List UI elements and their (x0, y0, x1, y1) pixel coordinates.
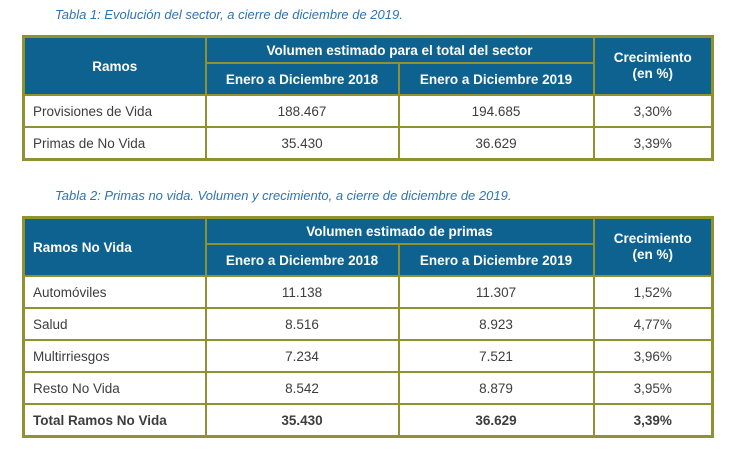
value-2018-cell: 35.430 (204, 126, 400, 161)
row-label-cell: Multirriesgos (22, 339, 207, 373)
growth-cell: 3,95% (592, 371, 714, 405)
growth-cell: 3,96% (592, 339, 714, 373)
growth-cell: 3,30% (592, 94, 714, 128)
value-2019-cell: 8.879 (397, 371, 595, 405)
table1-sector-evolution: Ramos Volumen estimado para el total del… (22, 35, 715, 161)
table1-volume-group-header: Volumen estimado para el total del secto… (204, 35, 595, 64)
table1-growth-header-line2: (en %) (632, 66, 674, 81)
value-2019-cell: 11.307 (397, 275, 595, 309)
table2-caption: Tabla 2: Primas no vida. Volumen y creci… (55, 188, 512, 203)
growth-cell: 3,39% (592, 126, 714, 161)
row-label-cell: Salud (22, 307, 207, 341)
row-label-cell: Resto No Vida (22, 371, 207, 405)
table1-growth-header-line1: Crecimiento (613, 50, 692, 65)
table-row: Salud 8.516 8.923 4,77% (22, 307, 714, 341)
table2-col-2019-header: Enero a Diciembre 2019 (397, 243, 595, 277)
table-row: Multirriesgos 7.234 7.521 3,96% (22, 339, 714, 373)
table2-growth-header-line2: (en %) (632, 247, 674, 262)
row-label-cell: Primas de No Vida (22, 126, 207, 161)
table1-header-row-1: Ramos Volumen estimado para el total del… (22, 35, 714, 96)
table2-header-row-1: Ramos No Vida Volumen estimado de primas… (22, 216, 714, 277)
table2-col-2018-header: Enero a Diciembre 2018 (204, 243, 400, 277)
table-row: Automóviles 11.138 11.307 1,52% (22, 275, 714, 309)
table-row: Primas de No Vida 35.430 36.629 3,39% (22, 126, 714, 161)
table-row: Provisiones de Vida 188.467 194.685 3,30… (22, 94, 714, 128)
value-2018-cell: 8.542 (204, 371, 400, 405)
growth-cell: 1,52% (592, 275, 714, 309)
value-2018-cell: 7.234 (204, 339, 400, 373)
total-row: Total Ramos No Vida 35.430 36.629 3,39% (22, 403, 714, 438)
row-label-cell: Provisiones de Vida (22, 94, 207, 128)
value-2018-cell: 8.516 (204, 307, 400, 341)
growth-cell: 4,77% (592, 307, 714, 341)
table1-growth-header: Crecimiento (en %) (592, 35, 714, 96)
table-row: Resto No Vida 8.542 8.879 3,95% (22, 371, 714, 405)
table2-non-life-premiums: Ramos No Vida Volumen estimado de primas… (22, 216, 714, 438)
table1-col-2018-header: Enero a Diciembre 2018 (204, 62, 400, 96)
row-label-cell: Total Ramos No Vida (22, 403, 207, 438)
table2-header-row-2: Enero a Diciembre 2018 Enero a Diciembre… (24, 243, 713, 277)
table2-corner-header: Ramos No Vida (22, 216, 207, 277)
table2-growth-header: Crecimiento (en %) (592, 216, 714, 277)
table2-volume-group-header: Volumen estimado de primas (204, 216, 595, 245)
table2-growth-header-line1: Crecimiento (613, 231, 692, 246)
value-2019-cell: 194.685 (397, 94, 595, 128)
value-2018-cell: 11.138 (204, 275, 400, 309)
value-2018-cell: 35.430 (204, 403, 400, 438)
table1-caption: Tabla 1: Evolución del sector, a cierre … (55, 7, 403, 22)
value-2018-cell: 188.467 (204, 94, 400, 128)
value-2019-cell: 36.629 (397, 126, 595, 161)
value-2019-cell: 7.521 (397, 339, 595, 373)
growth-cell: 3,39% (592, 403, 714, 438)
value-2019-cell: 36.629 (397, 403, 595, 438)
table1-col-2019-header: Enero a Diciembre 2019 (397, 62, 595, 96)
table1-header-row-2: Enero a Diciembre 2018 Enero a Diciembre… (24, 62, 713, 96)
table1-corner-header: Ramos (22, 35, 207, 96)
value-2019-cell: 8.923 (397, 307, 595, 341)
row-label-cell: Automóviles (22, 275, 207, 309)
